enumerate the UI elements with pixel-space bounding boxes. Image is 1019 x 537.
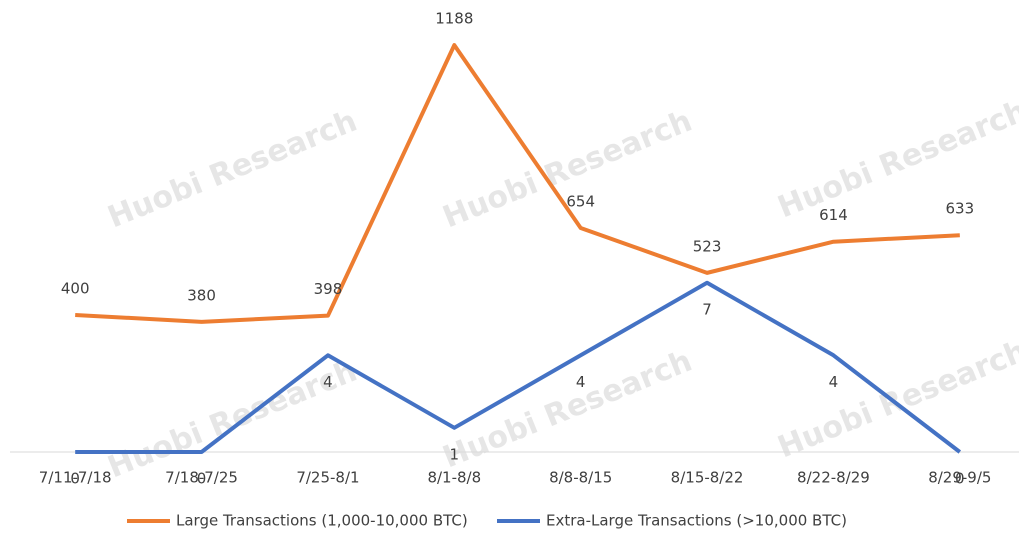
watermark: Huobi Research xyxy=(103,104,362,236)
data-label: 380 xyxy=(187,286,216,304)
watermark: Huobi Research xyxy=(773,94,1019,226)
data-label: 4 xyxy=(323,373,333,391)
watermarks: Huobi Research Huobi Research Huobi Rese… xyxy=(103,94,1019,486)
data-label: 614 xyxy=(819,206,848,224)
data-label: 523 xyxy=(693,237,722,255)
watermark: Huobi Research xyxy=(438,104,697,236)
data-label: 0 xyxy=(197,470,207,488)
line-series xyxy=(75,43,960,324)
data-label: 7 xyxy=(702,300,712,318)
data-label: 0 xyxy=(955,470,965,488)
x-tick-label: 8/15-8/22 xyxy=(671,469,744,487)
data-label: 0 xyxy=(70,470,80,488)
x-tick-label: 8/1-8/8 xyxy=(427,469,481,487)
data-label: 633 xyxy=(945,200,974,218)
data-label: 1188 xyxy=(435,10,473,28)
x-tick-label: 8/8-8/15 xyxy=(549,469,612,487)
data-label: 400 xyxy=(61,280,90,298)
data-label: 654 xyxy=(566,193,595,211)
line-series xyxy=(75,280,962,454)
watermark: Huobi Research xyxy=(773,334,1019,466)
x-tick-label: 7/25-8/1 xyxy=(296,469,359,487)
legend-label: Large Transactions (1,000-10,000 BTC) xyxy=(176,512,468,530)
data-label: 4 xyxy=(576,373,586,391)
legend-label: Extra-Large Transactions (>10,000 BTC) xyxy=(546,512,847,530)
x-tick-label: 8/22-8/29 xyxy=(797,469,870,487)
x-tick-label: 7/11-7/18 xyxy=(39,469,112,487)
data-label: 398 xyxy=(314,280,343,298)
x-tick-label: 7/18-7/25 xyxy=(165,469,238,487)
x-tick-label: 8/29-9/5 xyxy=(928,469,991,487)
data-label: 4 xyxy=(829,373,839,391)
data-label: 1 xyxy=(450,445,460,463)
